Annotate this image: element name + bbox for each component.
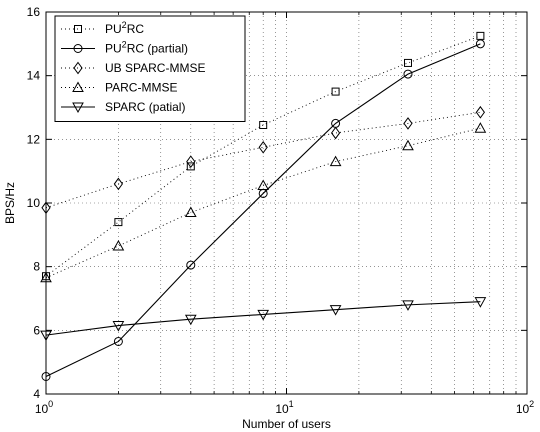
series-4 (40, 122, 487, 283)
y-axis-label: BPS/Hz (3, 182, 17, 224)
data-point (331, 87, 340, 96)
data-point (186, 260, 196, 270)
data-point (403, 69, 413, 79)
series-3 (41, 105, 486, 215)
data-point (402, 300, 414, 311)
data-point (184, 314, 197, 326)
legend-marker (72, 81, 84, 92)
series-line (45, 43, 481, 377)
x-tick-label: 101 (275, 399, 293, 416)
data-point (186, 162, 195, 171)
data-point (329, 155, 342, 167)
data-point (257, 309, 270, 321)
legend-label: SPARC (patial) (105, 100, 185, 114)
legend-marker (74, 25, 82, 33)
series-line (45, 301, 481, 336)
data-point (402, 139, 414, 151)
data-point (474, 122, 487, 133)
axis-ticks: 100 101 102 4 6 8 10 12 14 16 (27, 5, 535, 416)
legend-label: PU2RC (105, 20, 144, 36)
data-point (403, 58, 412, 67)
data-point (113, 177, 124, 191)
y-tick-label: 6 (33, 323, 40, 337)
series-line (45, 111, 481, 209)
data-point (114, 218, 123, 227)
y-tick-label: 8 (33, 260, 40, 274)
data-point (330, 126, 341, 140)
data-point (403, 117, 413, 130)
legend-marker (73, 61, 83, 75)
data-point (112, 239, 125, 251)
y-tick-label: 4 (33, 387, 40, 401)
data-point (474, 297, 487, 308)
x-tick-label: 100 (35, 399, 53, 416)
y-tick-label: 16 (27, 5, 41, 19)
legend-label: PU2RC (partial) (105, 40, 188, 56)
legend: PU2RC PU2RC (partial) UB SPARC-MMSE PARC-MM… (54, 15, 246, 122)
legend-marker (72, 102, 84, 114)
data-point (475, 39, 485, 49)
y-tick-label: 14 (27, 69, 41, 83)
legend-marker (73, 44, 83, 53)
data-point (113, 336, 123, 346)
data-point (184, 206, 197, 218)
series-layer (40, 31, 487, 381)
data-point (329, 305, 342, 316)
data-point (259, 121, 268, 130)
series-1 (42, 31, 485, 281)
data-point (258, 140, 268, 154)
x-axis-label: Number of users (242, 417, 331, 431)
data-point (257, 179, 270, 190)
data-point (186, 155, 196, 168)
x-tick-label: 102 (516, 399, 534, 416)
legend-box (54, 15, 246, 122)
series-line (45, 127, 481, 279)
legend-label: UB SPARC-MMSE (105, 61, 205, 75)
y-tick-label: 12 (27, 132, 41, 146)
data-point (475, 105, 486, 119)
data-point (112, 321, 125, 332)
y-tick-label: 10 (27, 196, 41, 210)
legend-label: PARC-MMSE (105, 81, 177, 95)
